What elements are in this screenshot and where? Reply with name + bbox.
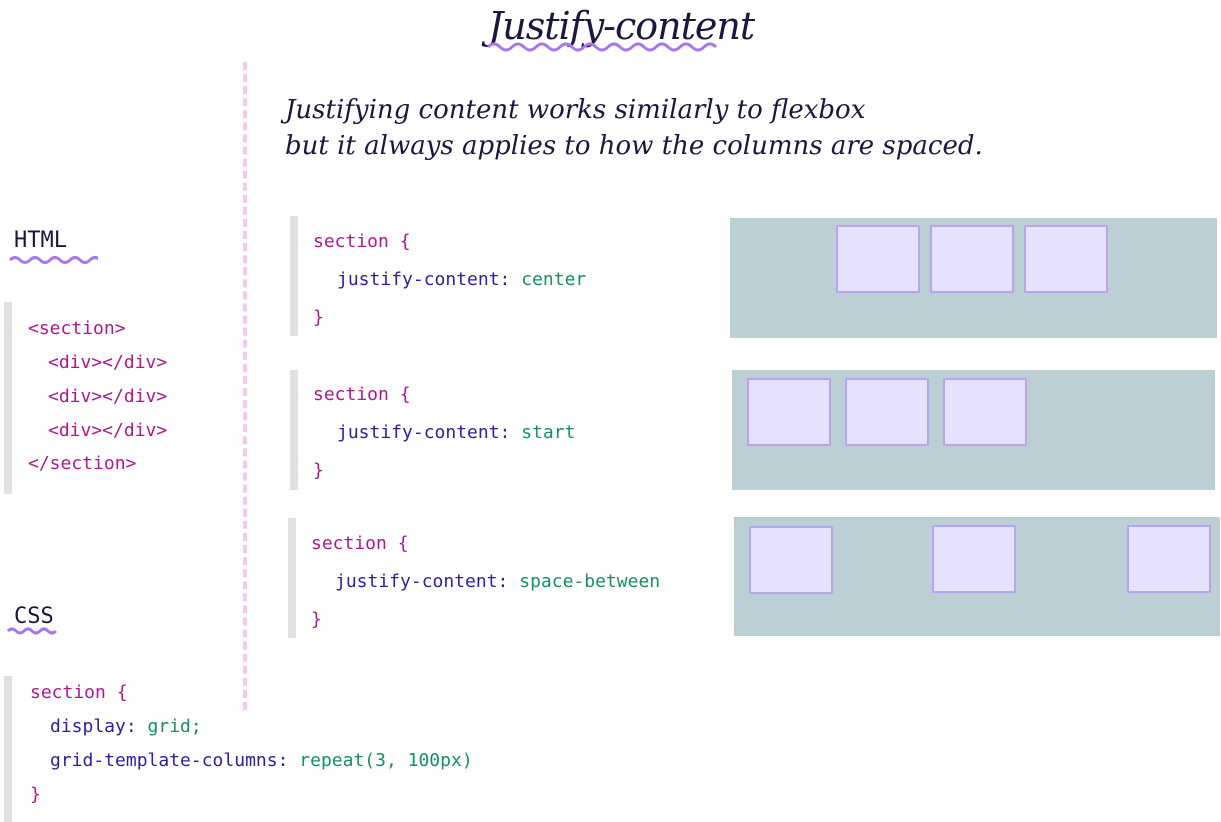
html-line-div-3: <div></div> xyxy=(48,420,168,441)
example-2-declaration: justify-content: start xyxy=(337,422,575,443)
html-line-div-1: <div></div> xyxy=(48,352,168,373)
example-1-code-bar xyxy=(290,216,298,336)
example-1-close: } xyxy=(313,307,324,328)
css-decl-columns-value: repeat(3, 100px) xyxy=(299,750,473,771)
example-1-value: center xyxy=(521,269,587,290)
example-2-close: } xyxy=(313,460,324,481)
example-1-declaration: justify-content: center xyxy=(337,269,586,290)
html-line-section-open: <section> xyxy=(28,318,126,339)
title-underline xyxy=(486,42,718,52)
example-2-selector: section { xyxy=(313,384,411,405)
example-3-close: } xyxy=(311,609,322,630)
css-selector: section { xyxy=(30,682,128,703)
intro-line-1: Justifying content works similarly to fl… xyxy=(285,95,866,125)
css-decl-columns: grid-template-columns: repeat(3, 100px) xyxy=(50,750,473,771)
example-3-prop: justify-content: xyxy=(335,571,509,592)
css-decl-display: display: grid; xyxy=(50,716,202,737)
example-1-selector: section { xyxy=(313,231,411,252)
css-label: CSS xyxy=(14,604,54,629)
example-3-grid-container xyxy=(734,517,1220,636)
example-1-prop: justify-content: xyxy=(337,269,511,290)
html-label: HTML xyxy=(14,228,67,253)
dashed-divider xyxy=(243,62,247,710)
example-2-value: start xyxy=(521,422,576,443)
page-title: Justify-content xyxy=(488,4,755,48)
example-2-grid-cell-2 xyxy=(845,378,929,446)
css-decl-display-value: grid; xyxy=(147,716,202,737)
html-code-bar xyxy=(4,302,12,494)
html-line-div-2: <div></div> xyxy=(48,386,168,407)
example-3-grid-cell-2 xyxy=(932,525,1016,593)
example-2-code-bar xyxy=(290,370,298,490)
example-2-prop: justify-content: xyxy=(337,422,511,443)
example-1-grid-container xyxy=(730,218,1217,338)
html-underline xyxy=(8,256,98,264)
css-underline xyxy=(6,627,58,635)
example-3-declaration: justify-content: space-between xyxy=(335,571,660,592)
example-3-value: space-between xyxy=(519,571,661,592)
html-line-section-close: </section> xyxy=(28,453,137,474)
example-2-grid-cell-3 xyxy=(943,378,1027,446)
example-1-grid-cell-2 xyxy=(930,225,1014,293)
example-1-grid-cell-1 xyxy=(836,225,920,293)
example-3-code-bar xyxy=(288,518,296,638)
css-decl-columns-prop: grid-template-columns: xyxy=(50,750,289,771)
example-2-grid-cell-1 xyxy=(747,378,831,446)
intro-line-2: but it always applies to how the columns… xyxy=(285,131,983,161)
example-3-grid-cell-3 xyxy=(1127,525,1211,593)
example-3-grid-cell-1 xyxy=(749,526,833,594)
example-3-selector: section { xyxy=(311,533,409,554)
intro-text: Justifying content works similarly to fl… xyxy=(285,92,983,164)
example-1-grid-cell-3 xyxy=(1024,225,1108,293)
css-close-brace: } xyxy=(30,784,41,805)
css-decl-display-prop: display: xyxy=(50,716,137,737)
css-code-bar xyxy=(4,676,12,822)
example-2-grid-container xyxy=(732,370,1215,490)
